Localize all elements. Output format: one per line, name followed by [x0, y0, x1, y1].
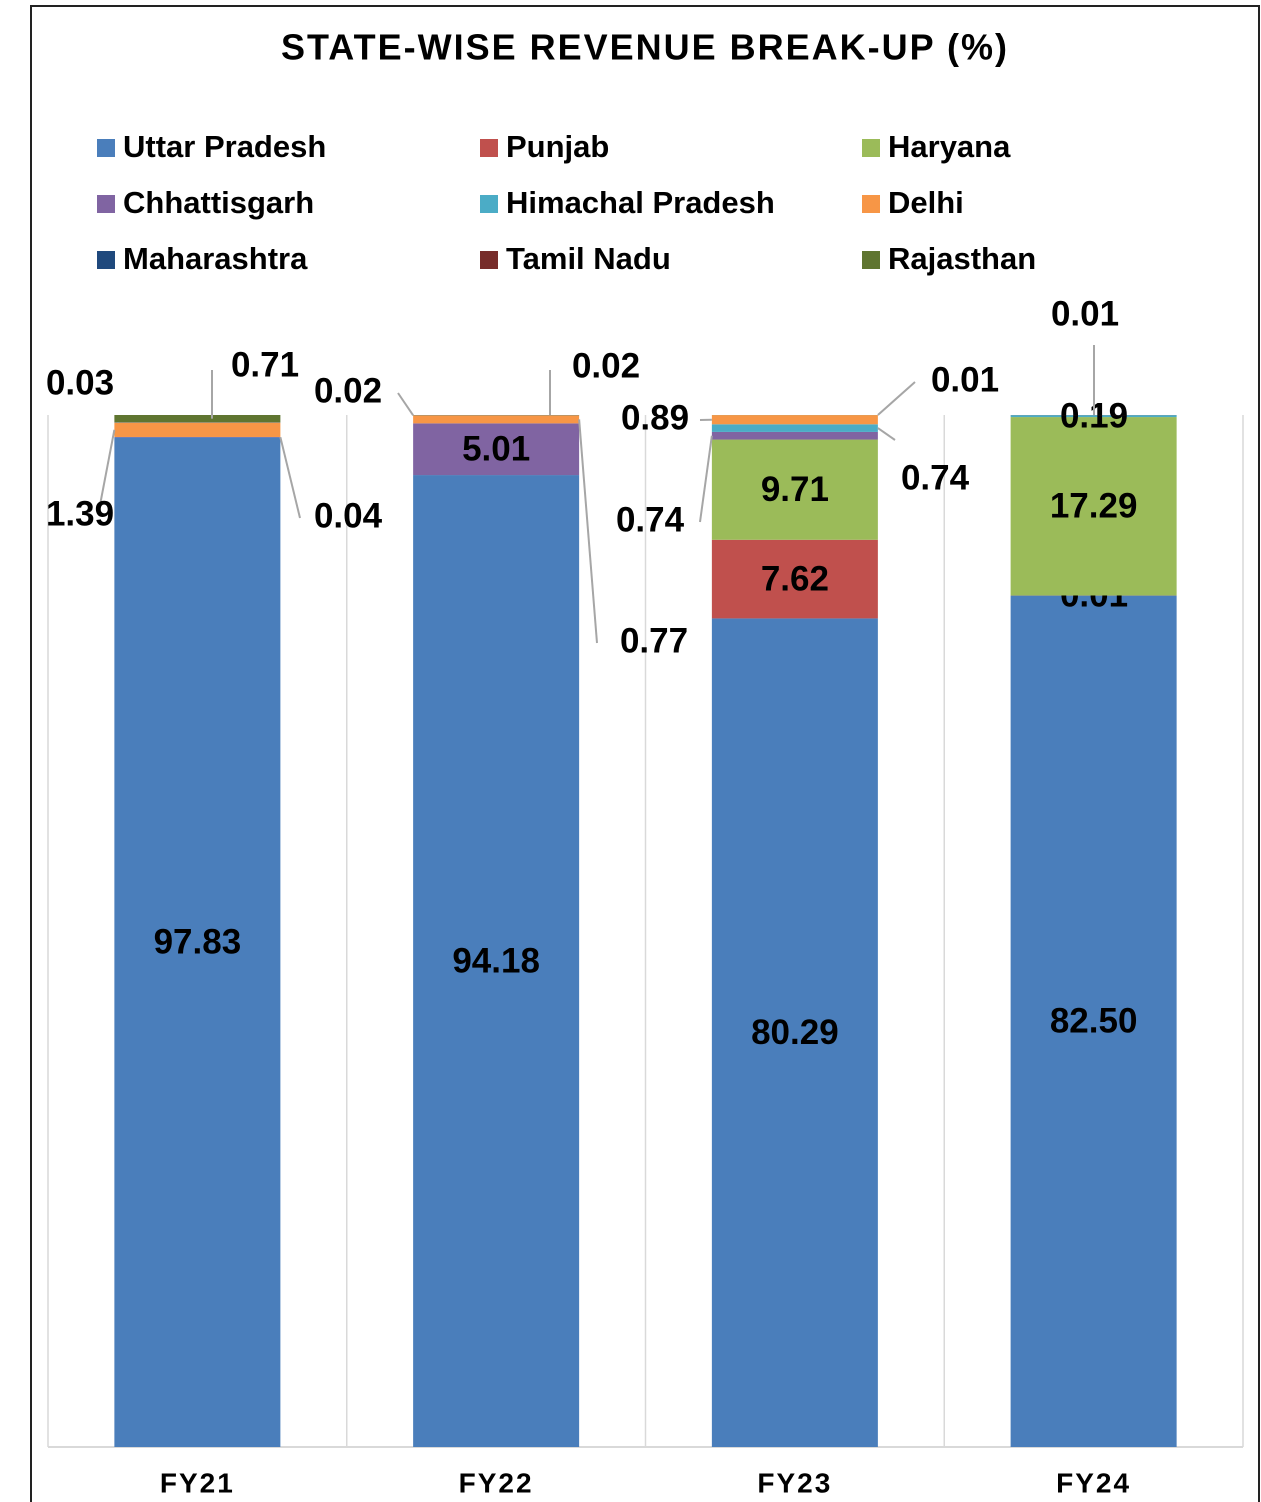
- data-label: 5.01: [462, 429, 530, 468]
- bar-segment: [413, 415, 580, 424]
- x-tick-label: FY22: [459, 1467, 534, 1498]
- data-label: 0.74: [901, 458, 970, 497]
- legend-label: Haryana: [888, 129, 1011, 164]
- legend-swatch: [97, 195, 115, 213]
- bar-segment: [413, 475, 580, 1448]
- leader-line: [397, 392, 414, 416]
- bar-segment: [114, 437, 281, 1447]
- leader-line: [279, 436, 301, 519]
- bar-segment: [114, 422, 281, 437]
- data-label: 0.02: [572, 346, 640, 385]
- data-label: 0.89: [621, 398, 689, 437]
- data-label: 80.29: [751, 1013, 839, 1052]
- legend-label: Uttar Pradesh: [123, 129, 326, 164]
- legend-label: Chhattisgarh: [123, 185, 314, 220]
- legend-label: Tamil Nadu: [506, 241, 671, 276]
- bar-segment: [711, 618, 878, 1447]
- data-label: 17.29: [1050, 487, 1138, 526]
- legend-swatch: [862, 251, 880, 269]
- legend-swatch: [97, 139, 115, 157]
- data-label: 0.02: [314, 371, 382, 410]
- legend-swatch: [97, 251, 115, 269]
- legend-label: Maharashtra: [123, 241, 308, 276]
- data-label: 0.01: [1051, 294, 1119, 333]
- data-label: 0.01: [931, 360, 999, 399]
- bar-segment: [711, 439, 878, 540]
- legend-label: Rajasthan: [888, 241, 1036, 276]
- data-label: 0.04: [314, 496, 383, 535]
- bar-segment: [711, 539, 878, 619]
- bar-segment: [711, 415, 878, 425]
- data-label: 94.18: [452, 941, 540, 980]
- data-label: 1.39: [46, 494, 114, 533]
- legend-swatch: [480, 251, 498, 269]
- leader-line: [99, 429, 116, 506]
- legend-swatch: [862, 139, 880, 157]
- leader-line: [877, 427, 896, 441]
- bar-segment: [1010, 595, 1177, 1447]
- legend-swatch: [480, 139, 498, 157]
- data-label: 7.62: [761, 559, 829, 598]
- bar-segment: [114, 415, 281, 423]
- bar-segment: [711, 424, 878, 432]
- chart-title: STATE-WISE REVENUE BREAK-UP (%): [281, 27, 1009, 68]
- bar-segment: [1010, 415, 1177, 418]
- legend-swatch: [862, 195, 880, 213]
- legend-label: Himachal Pradesh: [506, 185, 775, 220]
- data-label: 97.83: [154, 922, 242, 961]
- x-tick-label: FY21: [160, 1467, 235, 1498]
- legend-swatch: [480, 195, 498, 213]
- x-tick-label: FY23: [757, 1467, 832, 1498]
- bar-segment: [711, 431, 878, 440]
- leader-line: [699, 435, 713, 523]
- bar-segment: [413, 423, 580, 476]
- bar-segment: [1010, 417, 1177, 596]
- legend-label: Delhi: [888, 185, 964, 220]
- data-label: 0.74: [616, 500, 685, 539]
- data-label: 82.50: [1050, 1002, 1138, 1041]
- data-label: 9.71: [761, 470, 829, 509]
- leader-line: [578, 419, 598, 644]
- legend-label: Punjab: [506, 129, 609, 164]
- data-label: 0.03: [46, 363, 114, 402]
- leader-line: [877, 381, 916, 416]
- data-label: 0.77: [620, 621, 688, 660]
- data-label: 0.71: [231, 345, 299, 384]
- x-tick-label: FY24: [1056, 1467, 1131, 1498]
